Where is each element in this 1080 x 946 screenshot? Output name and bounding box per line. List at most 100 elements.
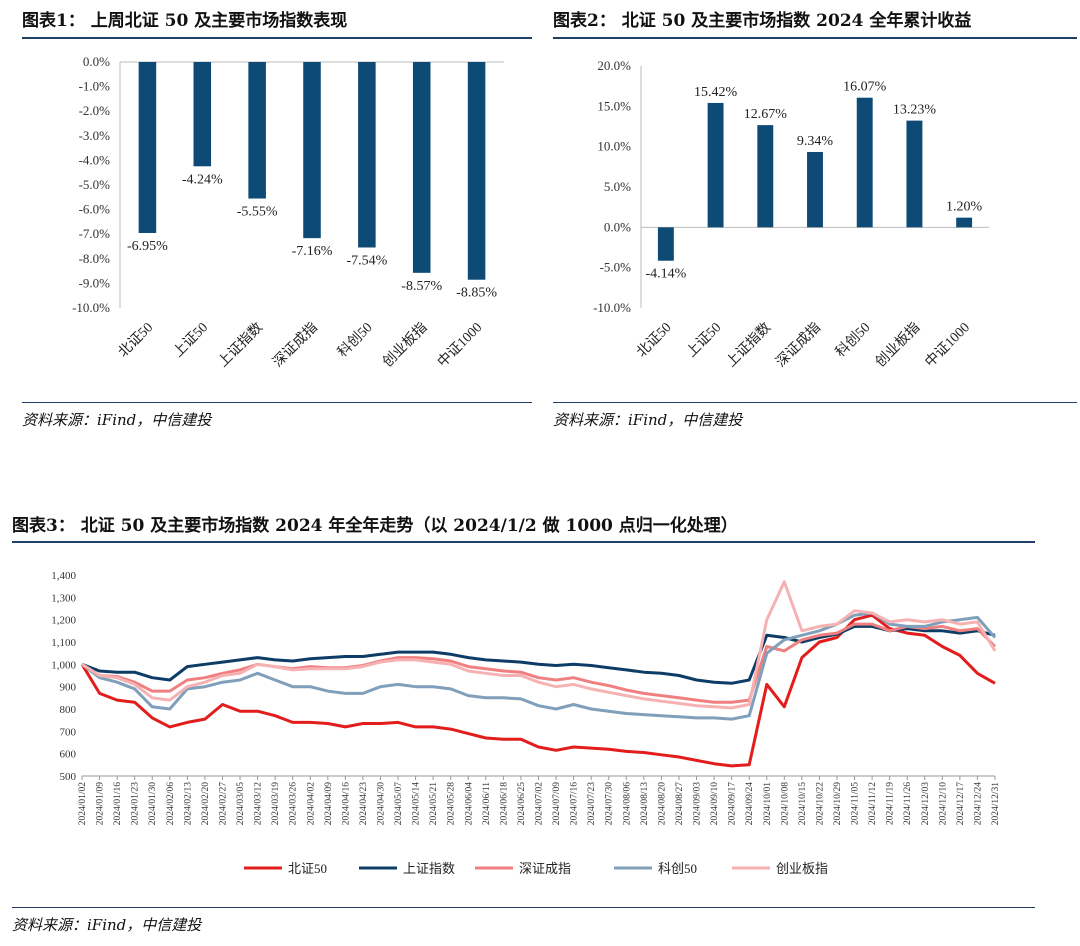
x-date-label: 2024/06/25 xyxy=(517,782,527,826)
x-category-label: 北证50 xyxy=(115,320,156,361)
x-category-label: 上证50 xyxy=(683,320,724,361)
x-date-label: 2024/12/17 xyxy=(956,782,966,826)
legend-label: 深证成指 xyxy=(519,861,571,876)
bar xyxy=(807,151,823,228)
bar-value-label: -4.14% xyxy=(645,267,686,282)
x-date-label: 2024/07/23 xyxy=(587,782,597,826)
y-tick-label: 0.0% xyxy=(604,219,631,234)
x-category-label: 上证50 xyxy=(170,320,211,361)
bar-value-label: -5.55% xyxy=(237,205,278,220)
bar xyxy=(467,62,486,280)
y-tick-label: -8.0% xyxy=(79,251,111,266)
y-tick-label: 500 xyxy=(60,771,77,783)
y-tick-label: 1,400 xyxy=(51,570,76,582)
x-category-label: 北证50 xyxy=(634,320,675,361)
y-tick-label: -3.0% xyxy=(79,128,111,143)
y-tick-label: 5.0% xyxy=(604,179,631,194)
x-date-label: 2024/10/15 xyxy=(798,782,808,826)
x-date-label: 2024/11/26 xyxy=(903,782,913,825)
x-date-label: 2024/11/05 xyxy=(851,782,861,825)
bar-value-label: 12.67% xyxy=(744,107,788,122)
legend-label: 上证指数 xyxy=(403,861,455,876)
chart2-title-rule xyxy=(553,37,1077,39)
legend-label: 创业板指 xyxy=(776,861,828,876)
x-date-label: 2024/09/03 xyxy=(693,782,703,826)
x-date-label: 2024/05/28 xyxy=(447,782,457,826)
chart2-source: 资料来源：iFind，中信建投 xyxy=(553,411,743,429)
x-date-label: 2024/06/11 xyxy=(482,782,492,825)
chart1-source-rule xyxy=(22,402,532,403)
y-tick-label: 1,300 xyxy=(51,592,76,604)
series-line xyxy=(81,580,997,710)
chart1-title-rule xyxy=(22,37,532,39)
y-tick-label: 15.0% xyxy=(597,98,631,113)
chart3-source: 资料来源：iFind，中信建投 xyxy=(12,916,202,934)
x-date-label: 2024/09/24 xyxy=(745,782,755,826)
y-tick-label: -10.0% xyxy=(593,300,631,315)
x-date-label: 2024/03/12 xyxy=(254,782,264,826)
x-date-label: 2024/02/13 xyxy=(183,782,193,826)
bar xyxy=(707,102,724,228)
x-date-label: 2024/12/10 xyxy=(938,782,948,826)
bar-value-label: -8.57% xyxy=(401,279,442,294)
bar-value-label: 1.20% xyxy=(946,200,983,215)
x-date-label: 2024/07/09 xyxy=(552,782,562,826)
bar-value-label: 15.42% xyxy=(694,85,738,100)
y-tick-label: -4.0% xyxy=(79,152,111,167)
bar xyxy=(956,217,973,228)
x-date-label: 2024/08/06 xyxy=(622,782,632,826)
x-date-label: 2024/11/19 xyxy=(886,782,896,825)
x-date-label: 2024/07/16 xyxy=(570,782,580,826)
y-tick-label: 1,100 xyxy=(51,637,76,649)
bar-value-label: -6.95% xyxy=(127,239,168,254)
x-date-label: 2024/04/09 xyxy=(324,782,334,826)
x-date-label: 2024/01/30 xyxy=(148,782,158,826)
y-tick-label: -2.0% xyxy=(79,103,111,118)
y-tick-label: -5.0% xyxy=(600,260,632,275)
x-date-label: 2024/08/27 xyxy=(675,782,685,826)
x-date-label: 2024/09/10 xyxy=(710,782,720,826)
x-date-label: 2024/10/22 xyxy=(815,782,825,826)
chart1-svg: 0.0% -1.0% -2.0% -3.0% -4.0% -5.0% -6.0% -7.0% -… xyxy=(72,54,504,371)
x-date-label: 2024/05/14 xyxy=(412,782,422,826)
series-line xyxy=(81,622,997,704)
bar xyxy=(412,62,431,273)
x-date-label: 2024/06/18 xyxy=(499,782,509,826)
y-tick-label: 700 xyxy=(60,726,77,738)
bar-value-label: -8.85% xyxy=(456,286,497,301)
bar xyxy=(906,120,923,228)
x-date-label: 2024/09/17 xyxy=(728,782,738,826)
x-category-label: 中证1000 xyxy=(434,320,485,371)
x-date-label: 2024/05/21 xyxy=(429,782,439,826)
x-date-label: 2024/10/29 xyxy=(833,782,843,826)
bar-value-label: -7.54% xyxy=(346,253,387,268)
x-date-label: 2024/01/23 xyxy=(131,782,141,826)
x-date-label: 2024/10/01 xyxy=(763,782,773,826)
y-tick-label: -6.0% xyxy=(79,202,111,217)
x-date-label: 2024/12/24 xyxy=(973,782,983,826)
y-tick-label: -1.0% xyxy=(79,79,111,94)
x-date-label: 2024/12/03 xyxy=(921,782,931,826)
x-category-label: 中证1000 xyxy=(922,320,973,371)
x-date-label: 2024/12/31 xyxy=(991,782,1001,826)
bar-value-label: 16.07% xyxy=(843,80,887,95)
bar-value-label: -7.16% xyxy=(292,244,333,259)
bar xyxy=(248,62,266,199)
x-date-label: 2024/04/16 xyxy=(341,782,351,826)
x-date-label: 2024/08/13 xyxy=(640,782,650,826)
x-date-label: 2024/04/30 xyxy=(376,782,386,826)
x-date-label: 2024/02/27 xyxy=(218,782,228,826)
x-category-label: 深证成指 xyxy=(773,320,824,371)
y-tick-label: -9.0% xyxy=(79,275,111,290)
y-tick-label: -7.0% xyxy=(79,226,111,241)
bar-value-label: 13.23% xyxy=(893,103,937,118)
x-date-label: 2024/06/04 xyxy=(464,782,474,826)
y-tick-label: -10.0% xyxy=(72,300,110,315)
x-date-label: 2024/01/09 xyxy=(96,782,106,826)
x-date-label: 2024/03/26 xyxy=(289,782,299,826)
x-date-label: 2024/02/06 xyxy=(166,782,176,826)
bar xyxy=(193,62,212,167)
y-tick-label: 800 xyxy=(60,704,77,716)
legend-label: 北证50 xyxy=(288,861,327,876)
x-date-label: 2024/05/07 xyxy=(394,782,404,826)
